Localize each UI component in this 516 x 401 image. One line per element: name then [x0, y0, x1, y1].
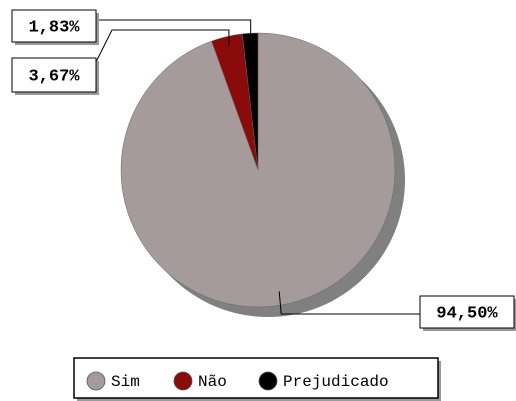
label-box	[419, 295, 515, 329]
legend-swatch	[173, 371, 193, 391]
leader-line	[96, 19, 252, 43]
data-label: 1,83%	[28, 18, 80, 37]
legend-label: Sim	[111, 373, 140, 391]
data-label: 3,67%	[28, 67, 80, 86]
label-box	[11, 57, 97, 93]
leader-line	[278, 291, 420, 315]
legend-box	[73, 357, 439, 399]
pie-slice	[242, 32, 259, 171]
leader-line	[95, 29, 230, 63]
legend-label: Prejudicado	[283, 373, 389, 391]
legend-swatch	[86, 371, 106, 391]
legend-swatch	[258, 371, 278, 391]
data-label: 94,50%	[436, 304, 498, 323]
legend-label: Não	[198, 373, 227, 391]
label-box	[11, 9, 97, 43]
